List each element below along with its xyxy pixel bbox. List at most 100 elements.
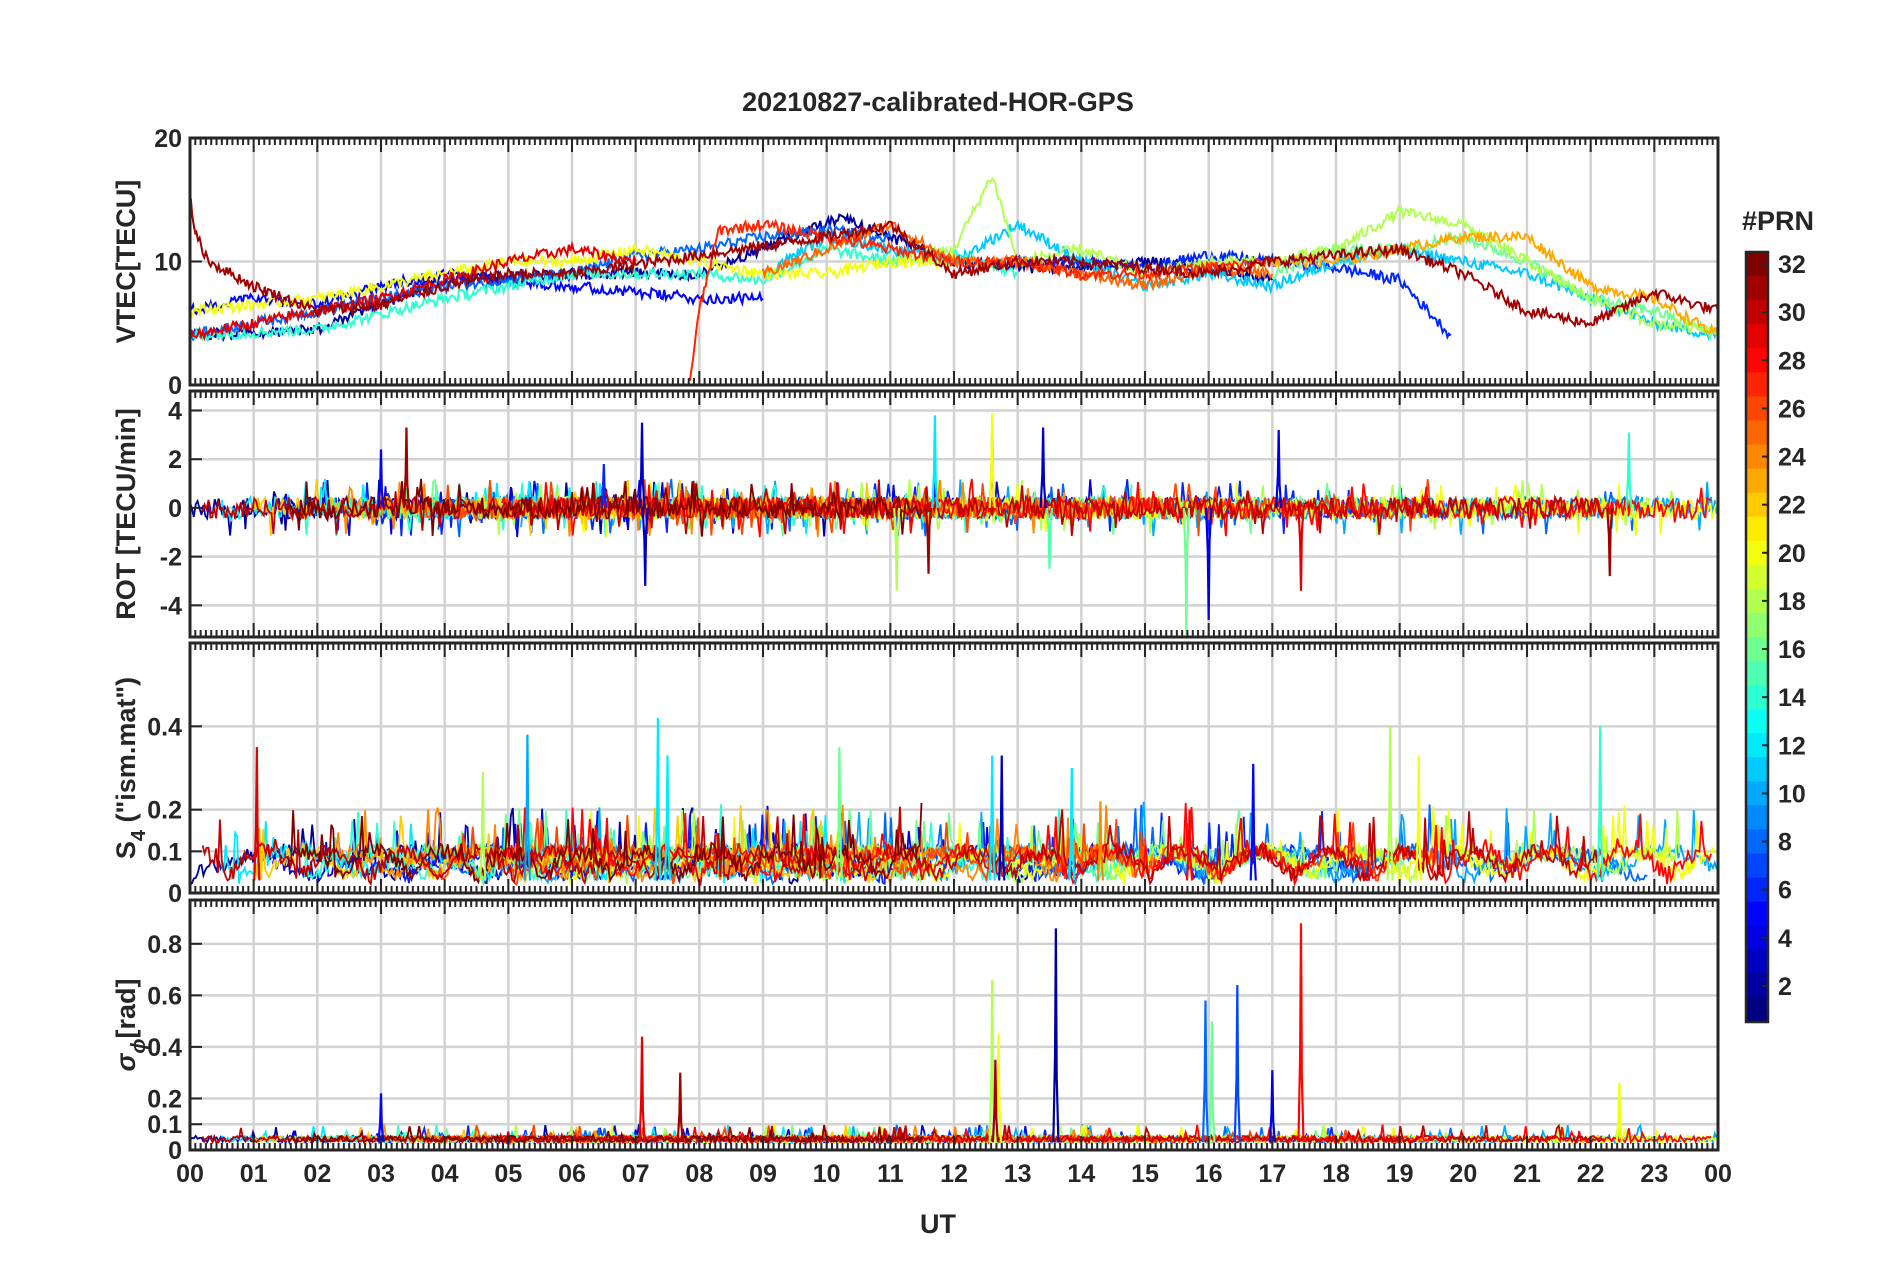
- colorbar-swatch: [1746, 709, 1768, 734]
- colorbar-swatch: [1746, 612, 1768, 638]
- y-tick-label: 0.1: [147, 1111, 182, 1139]
- y-tick-label: 2: [168, 446, 182, 474]
- colorbar-tick-label: 30: [1778, 299, 1806, 327]
- spike-prn-12: [654, 717, 662, 881]
- spike-prn-14: [1596, 726, 1604, 881]
- panel-rot: -4 -2 0 2 4 ROT [TECU/min]: [111, 389, 1720, 639]
- y-axis-label-subscript: 4: [128, 829, 150, 841]
- x-tick-label: 12: [940, 1160, 968, 1188]
- spike-prn-5: [377, 449, 385, 509]
- colorbar-swatch: [1746, 588, 1768, 614]
- y-axis-label: VTEC[TECU]: [111, 180, 141, 344]
- y-axis-label: ROT [TECU/min]: [111, 408, 141, 619]
- spike-prn-24: [1096, 801, 1105, 881]
- grid: [190, 900, 1718, 1150]
- y-axis-label-rest: [rad]: [111, 978, 141, 1038]
- colorbar-swatch: [1746, 492, 1768, 518]
- colorbar-swatch: [1746, 661, 1768, 686]
- spike-prn-10: [523, 734, 532, 881]
- x-tick-label: 16: [1195, 1160, 1223, 1188]
- spike-prn-16: [1182, 507, 1191, 635]
- spike-prn-16: [835, 747, 844, 881]
- spike-prn-3: [641, 507, 649, 586]
- colorbar-swatch: [1746, 444, 1768, 470]
- spike-prn-6: [600, 464, 608, 509]
- y-axis-label-main: S: [111, 841, 141, 859]
- x-tick-label: 02: [303, 1160, 331, 1188]
- series-group: [190, 717, 1718, 888]
- colorbar-swatch: [1746, 973, 1768, 999]
- spike-prn-28: [1297, 923, 1305, 1143]
- y-tick-label: 0.2: [147, 797, 182, 825]
- spike-prn-20: [1415, 755, 1423, 881]
- colorbar-swatch: [1746, 853, 1768, 879]
- colorbar-tick-label: 20: [1778, 540, 1806, 568]
- x-tick-label: 08: [685, 1160, 713, 1188]
- y-tick-label: 0.1: [147, 838, 182, 866]
- x-tick-label: 00: [176, 1160, 204, 1188]
- series-group: [190, 176, 1718, 382]
- colorbar-tick-label: 26: [1778, 395, 1806, 423]
- y-axis-label: σϕ[rad]: [111, 978, 150, 1071]
- x-tick-label: 00: [1704, 1160, 1732, 1188]
- noise-trace-prn-32: [284, 478, 923, 537]
- x-tick-label: 20: [1449, 1160, 1477, 1188]
- colorbar-swatch: [1746, 300, 1768, 325]
- x-tick-label: 14: [1067, 1160, 1095, 1188]
- spike-prn-5: [377, 1093, 385, 1143]
- spike-prn-20: [988, 412, 996, 508]
- series-group: [190, 412, 1718, 635]
- spike-prn-4: [1275, 429, 1283, 508]
- x-tick-label: 19: [1386, 1160, 1414, 1188]
- chart-title: 20210827-calibrated-HOR-GPS: [742, 87, 1134, 117]
- colorbar-swatch: [1746, 829, 1768, 855]
- x-ticks: [189, 900, 1719, 1150]
- x-tick-label: 11: [877, 1160, 904, 1188]
- y-axis-label: S4 ("ism.mat"): [111, 677, 150, 859]
- noise-trace-prn-30: [201, 479, 1604, 536]
- y-axis-label-rest: ("ism.mat"): [111, 677, 141, 830]
- spike-prn-31: [991, 1059, 1000, 1143]
- y-tick-label: 0.8: [147, 931, 182, 959]
- x-tick-label: 18: [1322, 1160, 1350, 1188]
- colorbar-tick-label: 16: [1778, 636, 1806, 664]
- y-tick-label: 0.4: [147, 1034, 182, 1062]
- spike-prn-29: [1297, 507, 1305, 591]
- x-tick-label: 05: [494, 1160, 522, 1188]
- colorbar-swatch: [1746, 733, 1768, 758]
- colorbar-swatch: [1746, 252, 1768, 277]
- colorbar-swatch: [1746, 324, 1768, 349]
- colorbar-tick-label: 22: [1778, 492, 1806, 520]
- y-tick-label: 0: [168, 495, 182, 523]
- spike-prn-31: [402, 427, 411, 508]
- series-group: [190, 923, 1718, 1146]
- spike-prn-7: [1233, 985, 1241, 1143]
- spike-prn-12: [931, 415, 939, 508]
- x-tick-label: 07: [622, 1160, 650, 1188]
- spike-prn-29: [253, 747, 261, 881]
- x-ticks: [189, 643, 1719, 893]
- noise-trace-prn-32: [285, 802, 923, 885]
- colorbar-swatch: [1746, 276, 1768, 301]
- colorbar-tick-label: 32: [1778, 251, 1806, 279]
- colorbar-swatch: [1746, 997, 1768, 1023]
- colorbar-tick-label: 28: [1778, 347, 1806, 375]
- colorbar-swatch: [1746, 396, 1768, 422]
- spike-prn-20: [1615, 1082, 1623, 1143]
- spike-prn-4: [1205, 507, 1213, 620]
- series-line-prn-20: [190, 243, 955, 320]
- spike-prn-2: [1052, 928, 1060, 1143]
- noise-trace-prn-30: [201, 806, 1604, 887]
- colorbar-tick-label: 4: [1778, 925, 1792, 953]
- panel-sigma_phi: 00.10.2 0.4 0.6 0.8 σϕ[rad] 00 01 02 03 04 05 06 07 0…: [111, 898, 1732, 1188]
- y-tick-label: 0.6: [147, 982, 182, 1010]
- spike-prn-12: [663, 755, 672, 881]
- colorbar-swatch: [1746, 637, 1768, 662]
- x-tick-label: 22: [1577, 1160, 1605, 1188]
- colorbar-tick-label: 6: [1778, 877, 1792, 905]
- y-axis-label-subscript: ϕ: [128, 1038, 150, 1053]
- y-tick-label: 0: [168, 372, 182, 400]
- spike-prn-18: [893, 507, 901, 591]
- series-line-prn-31: [190, 198, 1718, 329]
